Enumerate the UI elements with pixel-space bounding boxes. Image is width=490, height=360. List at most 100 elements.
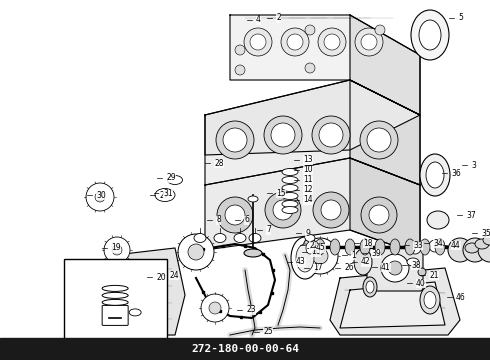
Ellipse shape: [102, 300, 128, 305]
Polygon shape: [230, 15, 420, 115]
Ellipse shape: [282, 201, 298, 207]
Text: 14: 14: [303, 195, 313, 204]
Ellipse shape: [282, 207, 298, 213]
Text: 19: 19: [111, 243, 121, 252]
Ellipse shape: [282, 184, 298, 192]
Circle shape: [95, 192, 105, 202]
Polygon shape: [205, 80, 420, 155]
Ellipse shape: [102, 285, 128, 291]
Ellipse shape: [483, 235, 490, 245]
Circle shape: [381, 254, 409, 282]
Ellipse shape: [296, 244, 314, 272]
Circle shape: [367, 128, 391, 152]
Text: 29: 29: [166, 174, 175, 183]
Text: 24: 24: [169, 270, 179, 279]
Ellipse shape: [282, 168, 298, 175]
Ellipse shape: [465, 243, 479, 253]
Ellipse shape: [363, 277, 377, 297]
Text: 35: 35: [481, 229, 490, 238]
Text: 34: 34: [433, 238, 443, 248]
Text: 26: 26: [344, 264, 354, 273]
Bar: [64, 259, 167, 349]
Circle shape: [409, 242, 421, 254]
Ellipse shape: [424, 292, 436, 309]
Circle shape: [178, 234, 214, 270]
Text: 39: 39: [371, 248, 381, 257]
Polygon shape: [330, 268, 460, 335]
Circle shape: [355, 28, 383, 56]
Circle shape: [201, 294, 229, 322]
Circle shape: [388, 261, 402, 275]
Text: 32: 32: [139, 338, 148, 347]
Circle shape: [302, 238, 338, 274]
Ellipse shape: [249, 234, 261, 243]
Text: 17: 17: [313, 264, 322, 273]
Ellipse shape: [234, 234, 246, 243]
Ellipse shape: [135, 332, 145, 348]
Text: 36: 36: [451, 168, 461, 177]
Text: 41: 41: [381, 262, 391, 271]
Text: 3: 3: [471, 161, 476, 170]
Circle shape: [264, 116, 302, 154]
Circle shape: [369, 205, 389, 225]
Circle shape: [318, 28, 346, 56]
Ellipse shape: [435, 239, 445, 255]
Text: 4: 4: [256, 15, 261, 24]
Circle shape: [244, 28, 272, 56]
Circle shape: [360, 121, 398, 159]
Ellipse shape: [405, 239, 415, 255]
Circle shape: [305, 63, 315, 73]
Text: 31: 31: [163, 189, 172, 198]
Circle shape: [312, 116, 350, 154]
Text: 5: 5: [458, 13, 463, 22]
Circle shape: [265, 192, 301, 228]
Polygon shape: [350, 80, 420, 185]
Ellipse shape: [129, 309, 141, 316]
Ellipse shape: [390, 239, 400, 255]
Circle shape: [86, 183, 114, 211]
Circle shape: [429, 240, 441, 252]
Ellipse shape: [427, 211, 449, 229]
Ellipse shape: [354, 249, 372, 275]
Circle shape: [271, 123, 295, 147]
Circle shape: [223, 128, 247, 152]
Text: 38: 38: [411, 261, 420, 270]
Text: 10: 10: [303, 166, 313, 175]
Ellipse shape: [426, 162, 444, 188]
Circle shape: [104, 237, 130, 263]
Ellipse shape: [194, 234, 206, 243]
Bar: [0, 338, 490, 360]
Circle shape: [281, 28, 309, 56]
Text: 25: 25: [263, 328, 272, 337]
Circle shape: [324, 34, 340, 50]
Text: 46: 46: [456, 292, 466, 302]
Circle shape: [217, 197, 253, 233]
Ellipse shape: [475, 239, 489, 249]
Circle shape: [305, 25, 315, 35]
Ellipse shape: [155, 189, 175, 202]
Text: 2: 2: [276, 13, 281, 22]
Text: 272-180-00-00-64: 272-180-00-00-64: [191, 344, 299, 354]
Circle shape: [321, 200, 341, 220]
Ellipse shape: [244, 249, 262, 257]
Circle shape: [287, 34, 303, 50]
Text: 9: 9: [305, 229, 310, 238]
Ellipse shape: [102, 292, 128, 298]
Circle shape: [216, 121, 254, 159]
Ellipse shape: [419, 20, 441, 50]
Polygon shape: [108, 248, 185, 335]
Text: 40: 40: [416, 279, 426, 288]
Circle shape: [448, 238, 472, 262]
Ellipse shape: [306, 242, 314, 254]
Ellipse shape: [420, 286, 440, 314]
Circle shape: [188, 244, 204, 260]
Circle shape: [250, 34, 266, 50]
Text: 28: 28: [214, 158, 223, 167]
Text: 7: 7: [266, 225, 271, 234]
Ellipse shape: [282, 176, 298, 184]
Circle shape: [319, 123, 343, 147]
Circle shape: [478, 238, 490, 262]
FancyBboxPatch shape: [102, 305, 128, 325]
Ellipse shape: [360, 239, 370, 255]
Text: 12: 12: [303, 185, 313, 194]
